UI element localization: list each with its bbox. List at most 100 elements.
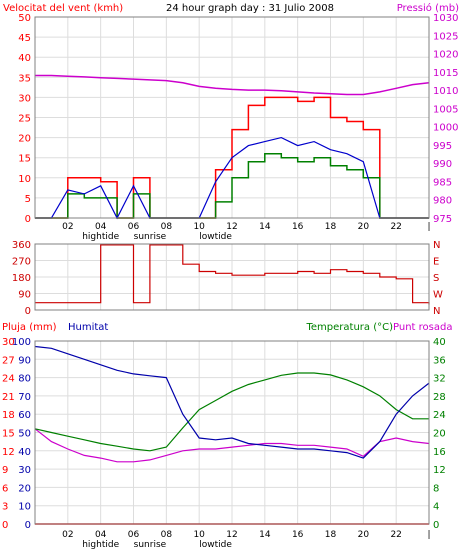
y-tick-label: N: [433, 240, 440, 251]
x-tick-label: 12: [226, 222, 237, 232]
y-tick-label: 32: [433, 374, 446, 385]
x-tick-label: 14: [259, 530, 271, 540]
y-tick-label: 1010: [433, 86, 458, 97]
x-annotation-label: sunrise: [134, 540, 167, 550]
x-tick-label: 02: [62, 222, 73, 232]
y-tick-label: 975: [433, 214, 452, 225]
y-tick-label: 0: [25, 214, 31, 225]
rain-tick-label: 6: [2, 483, 8, 494]
rain-tick-label: 12: [2, 447, 15, 458]
y-tick-label: 1025: [433, 31, 458, 42]
y-tick-label: 35: [18, 73, 31, 84]
wind-gust-line: [35, 96, 429, 219]
y-tick-label: 1005: [433, 104, 458, 115]
y-tick-label: 50: [18, 13, 31, 24]
y-tick-label: 995: [433, 141, 452, 152]
y-tick-label: 5: [25, 194, 31, 205]
y-tick-label: 985: [433, 177, 452, 188]
rain-axis-title: Pluja (mm): [2, 322, 57, 333]
humidity-tick-label: 60: [18, 410, 31, 421]
y-tick-label: 360: [12, 240, 31, 251]
y-tick-label: 28: [433, 392, 446, 403]
x-annotation-label: lowtide: [199, 232, 232, 242]
x-annotation-label: hightide: [82, 232, 119, 242]
wind-low-line: [35, 152, 429, 219]
wind-avg-line: [35, 136, 429, 220]
x-tick-label: 14: [259, 222, 271, 232]
x-tick-label: 16: [292, 222, 304, 232]
y-tick-label: 4: [433, 502, 439, 513]
series-layer: [34, 74, 430, 525]
dewpoint-line: [34, 428, 430, 463]
chart-title: 24 hour graph day : 31 Julio 2008: [166, 3, 334, 14]
x-tick-label: 06: [128, 222, 140, 232]
humidity-tick-label: 50: [18, 429, 31, 440]
y-tick-label: 40: [433, 337, 446, 348]
x-tick-label: 10: [193, 222, 205, 232]
y-tick-label: 24: [433, 410, 446, 421]
x-tick-label: 18: [325, 222, 337, 232]
y-tick-label: 1015: [433, 68, 458, 79]
y-tick-label: 12: [433, 465, 446, 476]
rain-tick-label: 18: [2, 410, 15, 421]
frame-layer: [34, 16, 430, 525]
pressure-line: [35, 74, 430, 96]
y-tick-label: 1030: [433, 13, 458, 24]
humidity-tick-label: 70: [18, 392, 31, 403]
rain-tick-label: 9: [2, 465, 8, 476]
humidity-tick-label: 90: [18, 355, 31, 366]
dewpoint-axis-title: Punt rosada: [393, 322, 452, 333]
humidity-tick-label: 40: [18, 447, 31, 458]
rain-tick-label: 15: [2, 429, 15, 440]
rain-tick-label: 24: [2, 374, 15, 385]
humidity-line: [34, 345, 430, 459]
humidity-tick-label: 30: [18, 465, 31, 476]
x-tick-label: 22: [390, 222, 401, 232]
humidity-tick-label: 10: [18, 502, 31, 513]
x-tick-label: 20: [358, 222, 370, 232]
y-tick-label: 20: [433, 429, 446, 440]
y-tick-label: N: [433, 306, 440, 317]
y-tick-label: 30: [18, 93, 31, 104]
y-tick-label: 990: [433, 159, 452, 170]
x-tick-label: 08: [161, 222, 173, 232]
x-tick-label: 10: [193, 530, 205, 540]
x-tick-label: 08: [161, 530, 173, 540]
x-tick-label: 04: [95, 222, 107, 232]
y-tick-label: 45: [18, 33, 31, 44]
x-tick-label: 18: [325, 530, 337, 540]
y-tick-label: 270: [12, 257, 31, 268]
temperature-line: [34, 372, 429, 452]
rain-tick-label: 27: [2, 355, 15, 366]
y-tick-label: 15: [18, 154, 31, 165]
x-tick-label: |: [427, 530, 430, 540]
x-tick-label: 16: [292, 530, 304, 540]
y-tick-label: 1020: [433, 50, 458, 61]
x-annotation-label: hightide: [82, 540, 119, 550]
humidity-tick-label: 100: [12, 337, 31, 348]
x-tick-label: 22: [390, 530, 401, 540]
wind-speed-axis-title: Velocitat del vent (kmh): [3, 3, 123, 14]
y-tick-label: 90: [18, 290, 31, 301]
humidity-tick-label: 0: [25, 520, 31, 531]
direction-panel-frame: [34, 243, 430, 311]
humidity-axis-title: Humitat: [68, 322, 108, 333]
y-tick-label: 20: [18, 134, 31, 145]
x-tick-label: 20: [358, 530, 370, 540]
pressure-axis-title: Pressió (mb): [397, 2, 459, 14]
y-tick-label: 0: [433, 520, 439, 531]
text-layer: 0510152025303540455097598098599099510001…: [2, 2, 459, 550]
rain-tick-label: 30: [2, 337, 15, 348]
climate-panel-frame: [34, 340, 430, 525]
x-tick-label: 06: [128, 530, 140, 540]
x-tick-label: 02: [62, 530, 73, 540]
y-tick-label: 0: [25, 306, 31, 317]
y-tick-label: E: [433, 257, 439, 268]
y-tick-label: 10: [18, 174, 31, 185]
y-tick-label: 16: [433, 447, 446, 458]
rain-tick-label: 21: [2, 392, 15, 403]
rain-tick-label: 0: [2, 520, 8, 531]
y-tick-label: 980: [433, 196, 452, 207]
y-tick-label: 8: [433, 483, 439, 494]
